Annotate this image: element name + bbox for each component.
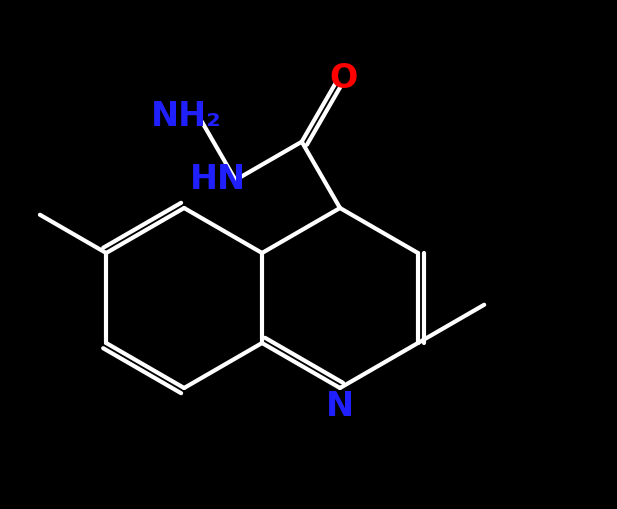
Text: NH₂: NH₂ <box>151 100 222 133</box>
Text: O: O <box>329 62 358 95</box>
Text: N: N <box>326 389 354 422</box>
Text: HN: HN <box>189 163 246 196</box>
